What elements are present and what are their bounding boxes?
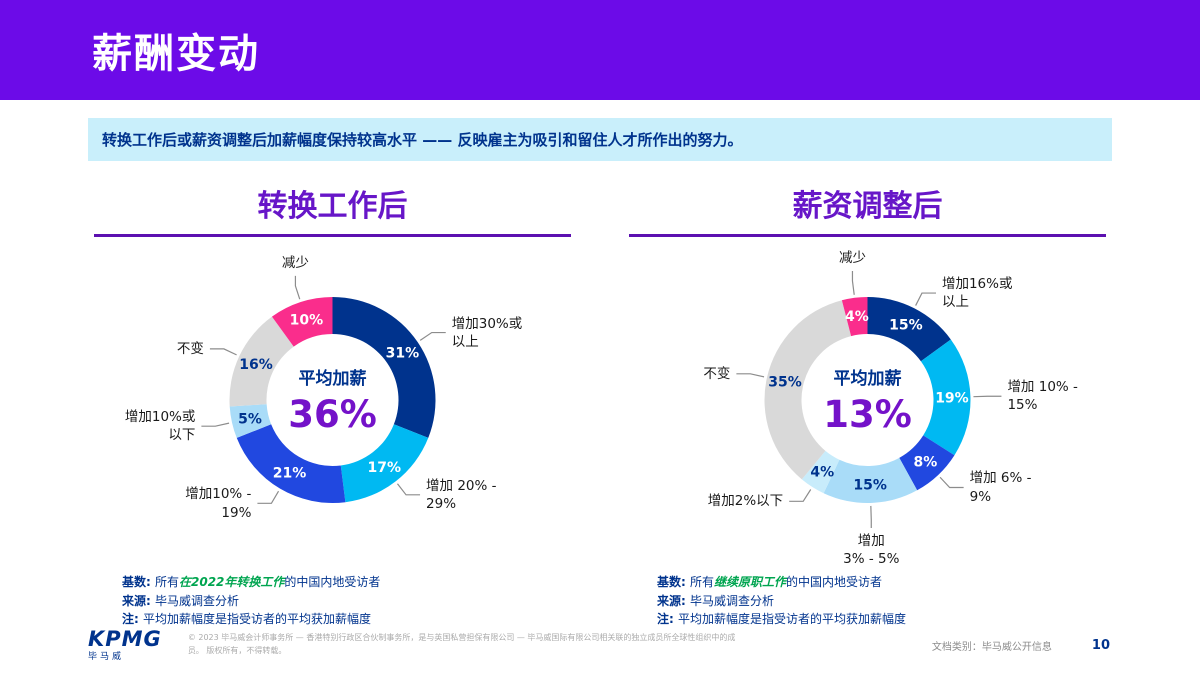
donut-segment [332,297,436,438]
label-leader-line [294,275,301,300]
segment-percent: 19% [935,390,969,406]
donut-center: 平均加薪 36% [258,364,408,436]
donut-chart-job-change: 31% 17% 21% 5% 16% 10% 增加30%或 以上 增加 20% - 29% 增… [80,237,585,571]
note-line: 来源: 毕马威调查分析 [122,593,239,608]
label-leader-line [257,490,280,504]
label-leader-line [915,292,936,306]
donut-svg: 31% 17% 21% 5% 16% 10% [201,275,446,504]
donut-segment [764,300,852,480]
donut-segment [236,424,346,503]
donut-segment [867,297,951,362]
segment-percent: 4% [845,309,869,325]
label-leader-line [851,270,855,295]
segment-percent: 15% [853,477,887,493]
center-label: 平均加薪 [298,369,367,389]
donut-svg: 15% 19% 8% 15% 4% 35% 4% [736,270,1002,528]
page-number: 10 [1091,637,1110,653]
note-line: 注: 平均加薪幅度是指受访者的平均获加薪幅度 [657,612,906,627]
page-title: 薪酬变动 [92,31,260,77]
footer: KPMG 毕马威 © 2023 毕马威会计师事务所 — 香港特别行政区合伙制事务… [0,621,1200,675]
charts-row: 转换工作后 31% 17% 21% 5% 16% 10% 增加30%或 以上 增加 20% … [0,161,1200,629]
donut-segment [801,450,840,494]
copyright-text: © 2023 毕马威会计师事务所 — 香港特别行政区合伙制事务所，是与英国私营担… [187,633,736,655]
segment-percent: 21% [273,466,307,482]
center-value: 36% [288,393,377,436]
donut-segment [823,457,918,503]
note-line: 注: 平均加薪幅度是指受访者的平均获加薪幅度 [122,612,371,627]
doc-classification: 文档类别：毕马威公开信息 [931,641,1052,653]
donut-segment [340,424,429,503]
segment-percent: 5% [238,411,262,427]
segment-percent: 31% [386,346,420,362]
segment-percent: 10% [290,313,324,329]
segment-percent: 17% [368,460,402,476]
chart-block-job-change: 转换工作后 31% 17% 21% 5% 16% 10% 增加30%或 以上 增加 20% … [80,167,585,629]
chart-notes: 基数: 所有在2022年转换工作的中国内地受访者 来源: 毕马威调查分析注: 平均… [80,571,585,629]
donut-segment [229,316,294,407]
header-banner: 薪酬变动 [0,0,1200,100]
donut-segment [841,297,868,337]
donut-segment [229,404,272,438]
segment-percent: 8% [913,455,937,471]
label-leader-line [736,373,765,378]
chart-notes: 基数: 所有继续原职工作的中国内地受访者 来源: 毕马威调查分析注: 平均加薪幅度… [615,571,1120,629]
label-leader-line [201,422,230,427]
kpmg-logo-subtext: 毕马威 [88,651,125,662]
segment-percent: 4% [810,464,834,480]
chart-block-salary-adjust: 薪资调整后 15% 19% 8% 15% 4% 35% 4% 增加16%或 以上 增加 10%… [615,167,1120,629]
donut-segment [899,435,955,491]
segment-percent: 35% [768,375,802,391]
donut-center: 平均加薪 13% [793,364,943,436]
note-line: 基数: 所有继续原职工作的中国内地受访者 [657,575,883,589]
kpmg-logo-text: KPMG [88,626,162,651]
donut-segment [920,339,971,456]
kpmg-logo: KPMG 毕马威 [88,626,162,662]
segment-percent: 16% [239,357,273,373]
key-message-text: 转换工作后或薪资调整后加薪幅度保持较高水平 —— 反映雇主为吸引和留住人才所作出… [102,131,743,149]
note-line: 来源: 毕马威调查分析 [657,593,774,608]
label-leader-line [209,348,237,356]
donut-segment [271,297,333,347]
center-value: 13% [823,393,912,436]
center-label: 平均加薪 [833,369,902,389]
key-message-bar: 转换工作后或薪资调整后加薪幅度保持较高水平 —— 反映雇主为吸引和留住人才所作出… [88,118,1112,161]
chart-title-salary-adjust: 薪资调整后 [629,181,1106,237]
label-leader-line [789,489,812,502]
note-line: 基数: 所有在2022年转换工作的中国内地受访者 [122,575,381,589]
label-leader-line [939,476,964,489]
label-leader-line [396,483,421,496]
chart-title-job-change: 转换工作后 [94,181,571,237]
donut-chart-salary-adjust: 15% 19% 8% 15% 4% 35% 4% 增加16%或 以上 增加 10% - 15%… [615,237,1120,571]
segment-percent: 15% [889,318,923,334]
label-leader-line [419,331,446,341]
